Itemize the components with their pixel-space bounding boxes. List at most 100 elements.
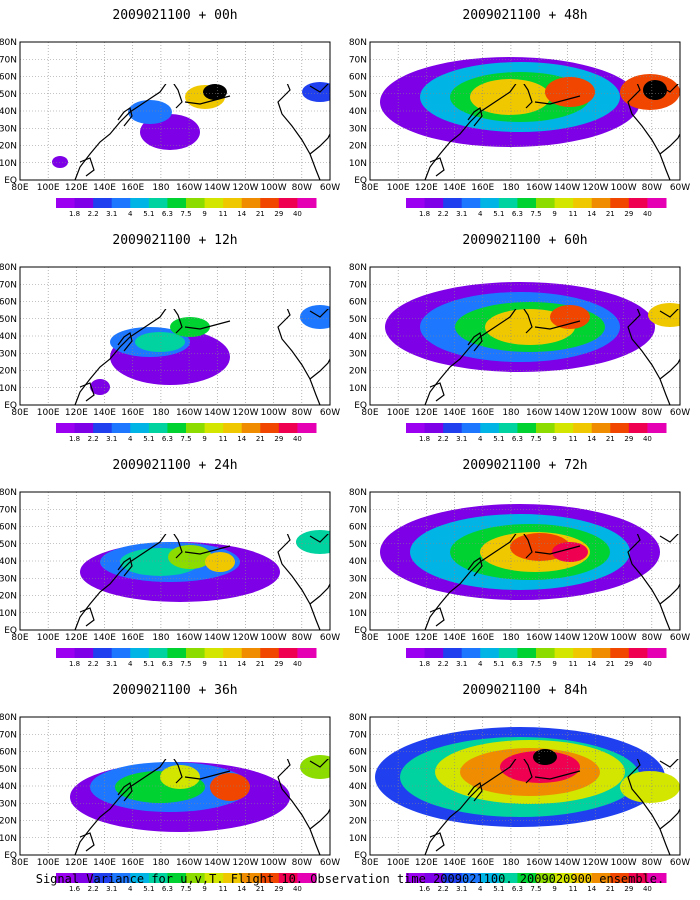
y-tick-label: EQ bbox=[4, 851, 17, 861]
panel-title: 2009021100 + 48h bbox=[462, 8, 588, 23]
x-tick-label: 140E bbox=[93, 633, 116, 643]
colorbar-label: 7.5 bbox=[180, 210, 191, 218]
coastlines bbox=[74, 84, 331, 181]
map-frame bbox=[19, 716, 331, 856]
x-tick-label: 140E bbox=[93, 408, 116, 418]
grid-lines bbox=[20, 717, 330, 855]
coastline bbox=[117, 782, 133, 802]
x-tick-label: 100W bbox=[611, 183, 637, 193]
colorbar-label: 29 bbox=[624, 210, 633, 218]
colorbar-swatch bbox=[148, 198, 168, 208]
x-tick-label: 140E bbox=[93, 183, 116, 193]
colorbar-label: 14 bbox=[587, 660, 596, 668]
x-tick-label: 160E bbox=[121, 408, 144, 418]
colorbar-swatch bbox=[241, 873, 261, 883]
y-tick-label: 30N bbox=[349, 124, 367, 134]
y-tick-label: 50N bbox=[349, 765, 367, 775]
panel-title: 2009021100 + 84h bbox=[462, 683, 588, 698]
coastline bbox=[173, 309, 183, 334]
x-tick-label: 180 bbox=[152, 633, 169, 643]
variance-contour bbox=[203, 84, 227, 100]
colorbar-label: 14 bbox=[237, 210, 246, 218]
colorbar-label: 1.8 bbox=[69, 435, 80, 443]
y-tick-label: 60N bbox=[349, 73, 367, 83]
colorbar-swatch bbox=[111, 423, 131, 433]
colorbar-swatch bbox=[260, 873, 280, 883]
coastline bbox=[429, 832, 445, 852]
y-tick-label: 50N bbox=[0, 90, 17, 100]
x-tick-label: 140E bbox=[93, 858, 116, 868]
y-tick-label: 70N bbox=[349, 55, 367, 65]
x-tick-label: 60W bbox=[670, 633, 690, 643]
x-tick-label: 140E bbox=[443, 633, 466, 643]
coastline bbox=[309, 133, 331, 155]
colorbar-label: 21 bbox=[606, 660, 615, 668]
x-tick-label: 120E bbox=[415, 858, 438, 868]
x-tick-label: 100E bbox=[37, 858, 60, 868]
colorbar-swatch bbox=[223, 198, 243, 208]
x-tick-label: 120W bbox=[232, 183, 258, 193]
colorbar-label: 9 bbox=[202, 885, 206, 893]
variance-contour bbox=[300, 305, 330, 329]
variance-contour bbox=[550, 305, 590, 329]
colorbar-swatch bbox=[56, 648, 76, 658]
variance-field bbox=[375, 727, 680, 827]
coastline bbox=[184, 545, 231, 555]
panel-title: 2009021100 + 60h bbox=[462, 233, 588, 248]
y-tick-label: 80N bbox=[0, 488, 17, 498]
colorbar-swatch bbox=[573, 198, 593, 208]
map-panel: 2009021100 + 36h 80E 100E 120E 140E 160E 180 16… bbox=[0, 675, 350, 900]
colorbar-label: 29 bbox=[274, 435, 283, 443]
x-tick-label: 180 bbox=[152, 408, 169, 418]
variance-field bbox=[52, 82, 330, 168]
map-plot: 80E 100E 120E 140E 160E 180 160W 140W 120W 100W 80… bbox=[349, 38, 690, 218]
colorbar-label: 1.8 bbox=[419, 210, 430, 218]
colorbar-label: 3.1 bbox=[106, 660, 117, 668]
coastline bbox=[534, 95, 581, 105]
colorbar-swatch bbox=[241, 423, 261, 433]
map-frame bbox=[369, 266, 681, 406]
coastline bbox=[659, 583, 681, 605]
x-tick-label: 80E bbox=[361, 633, 378, 643]
colorbar-label: 9 bbox=[552, 885, 556, 893]
x-tick-label: 120E bbox=[65, 183, 88, 193]
map-plot: 80E 100E 120E 140E 160E 180 160W 140W 120W 100W 80… bbox=[0, 263, 340, 443]
figure-caption: Signal Variance for u,v,T. Flight 10. Ob… bbox=[35, 872, 665, 886]
coastline bbox=[184, 95, 231, 105]
colorbar-swatch bbox=[278, 873, 298, 883]
y-tick-label: 50N bbox=[349, 90, 367, 100]
colorbar-swatch bbox=[498, 423, 518, 433]
x-tick-label: 140E bbox=[443, 858, 466, 868]
colorbar-swatch bbox=[204, 873, 224, 883]
colorbar-swatch bbox=[204, 198, 224, 208]
variance-contour bbox=[552, 542, 588, 562]
coastline bbox=[523, 534, 533, 559]
y-tick-label: EQ bbox=[354, 626, 367, 636]
x-tick-label: 160E bbox=[471, 183, 494, 193]
coastline bbox=[184, 770, 231, 780]
colorbar-swatch bbox=[56, 423, 76, 433]
colorbar-swatch bbox=[297, 423, 317, 433]
y-tick-label: 20N bbox=[349, 367, 367, 377]
colorbar-swatch bbox=[130, 198, 150, 208]
colorbar-swatch bbox=[647, 873, 667, 883]
colorbar-swatch bbox=[204, 423, 224, 433]
colorbar-swatch bbox=[148, 423, 168, 433]
y-tick-label: EQ bbox=[354, 401, 367, 411]
y-tick-label: 80N bbox=[349, 263, 367, 273]
y-tick-label: 40N bbox=[349, 107, 367, 117]
colorbar-swatch bbox=[498, 648, 518, 658]
y-tick-label: 10N bbox=[0, 159, 17, 169]
colorbar-label: 40 bbox=[643, 435, 652, 443]
colorbar-swatch bbox=[424, 198, 444, 208]
x-tick-label: 120E bbox=[65, 408, 88, 418]
colorbar-swatch bbox=[610, 873, 630, 883]
y-tick-label: 20N bbox=[0, 817, 17, 827]
x-tick-label: 120W bbox=[582, 183, 608, 193]
colorbar-label: 3.1 bbox=[456, 435, 467, 443]
x-tick-label: 80W bbox=[292, 633, 312, 643]
grid-lines bbox=[20, 492, 330, 630]
y-tick-label: 70N bbox=[349, 280, 367, 290]
colorbar-label: 14 bbox=[237, 435, 246, 443]
map-panel: 2009021100 + 00h 80E 100E 120E 140E 160E 180 16… bbox=[0, 0, 350, 225]
